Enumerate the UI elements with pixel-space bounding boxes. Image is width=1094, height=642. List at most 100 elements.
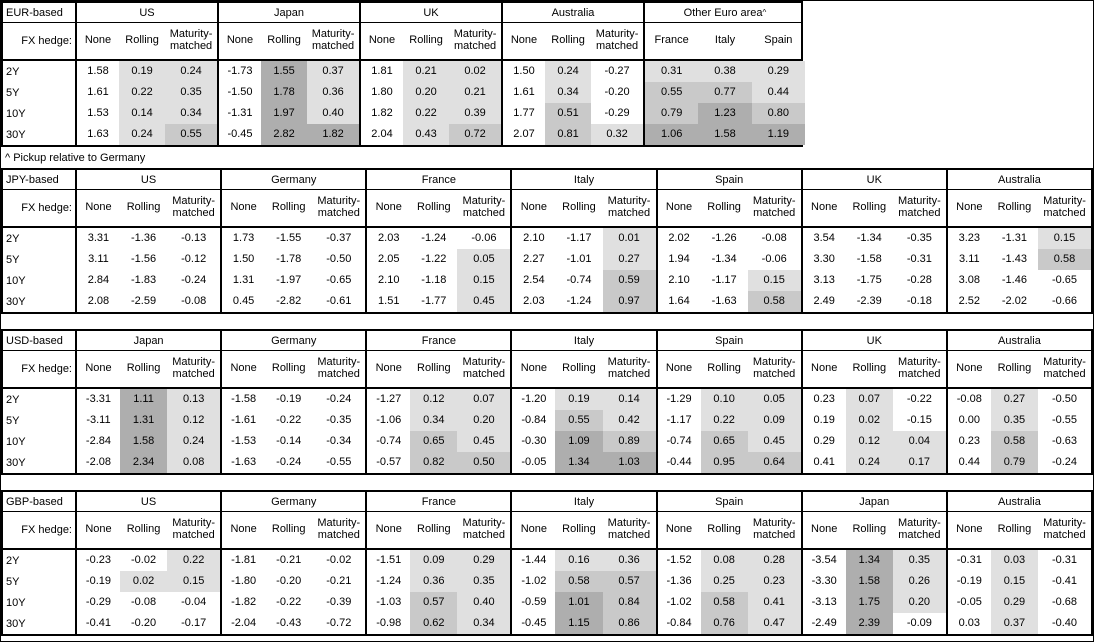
value-cell: -0.27 [604, 64, 630, 77]
country-group-header-australia: Australia [948, 170, 1091, 189]
value-cell: -1.24 [376, 574, 402, 587]
value-cell: 2.10 [523, 231, 545, 244]
value-group-germany: 1.73 -1.55 -0.37 [222, 228, 368, 249]
value-group-us: 1.53 0.14 0.34 [77, 103, 219, 124]
value-cell: 0.36 [602, 550, 656, 571]
hedge-col-headers-italy: None Rolling Maturity-matched [512, 351, 658, 387]
tenor-label: 30Y [3, 291, 77, 312]
country-group-name: France [421, 495, 456, 508]
value-cell: 0.64 [747, 452, 801, 473]
group-header-row: USD-based Japan Germany France Italy Spain UK A… [3, 331, 1091, 351]
tenor-label: 30Y [3, 613, 77, 634]
value-group-us: -0.41 -0.20 -0.17 [77, 613, 223, 634]
country-group-name: France [421, 334, 456, 347]
value-cell: 1.80 [371, 85, 393, 98]
country-group-header-australia: Australia [948, 492, 1091, 511]
value-cell: -1.52 [666, 553, 692, 566]
value-cell: -0.15 [906, 413, 932, 426]
value-cell: 1.50 [513, 64, 535, 77]
value-cell: 1.31 [232, 273, 255, 286]
value-cell: 0.97 [602, 291, 656, 312]
value-group-germany: -1.58 -0.19 -0.24 [222, 389, 368, 410]
table-base-label: USD-based [3, 331, 77, 350]
hedge-col-header-maturity-matched: Maturity-matched [897, 356, 941, 380]
hedge-col-header-rolling: Rolling [562, 201, 596, 214]
hedge-col-header-none: None [811, 362, 838, 375]
value-group-australia: 1.50 0.24 -0.27 [503, 61, 645, 82]
value-cell: 0.35 [457, 571, 511, 592]
hedge-col-headers-france: None Rolling Maturity-matched [367, 190, 513, 226]
value-cell: -0.18 [906, 294, 932, 307]
hedge-col-headers-france: None Rolling Maturity-matched [367, 512, 513, 548]
value-group-italy: -1.20 0.19 0.14 [512, 389, 658, 410]
value-group-japan: -0.45 2.82 1.82 [219, 124, 361, 145]
value-cell: 0.44 [751, 82, 805, 103]
value-group-uk: 0.19 0.02 -0.15 [803, 410, 948, 431]
value-cell: -0.31 [1051, 553, 1078, 566]
hedge-col-header-rolling: Rolling [852, 201, 887, 214]
country-group-name: Germany [271, 334, 317, 347]
value-cell: -0.24 [276, 455, 302, 468]
value-cell: -0.05 [956, 595, 982, 608]
tenor-row-10y: 10Y -2.84 1.58 0.24 -1.53 -0.14 -0.34 -0.74 0.65… [3, 431, 1091, 452]
value-cell: 1.09 [555, 431, 603, 452]
value-cell: 0.44 [958, 455, 981, 468]
other-tables-container: JPY-based US Germany France Italy Spain UK Aust… [1, 168, 1093, 636]
value-cell: 0.86 [602, 613, 656, 634]
value-cell: 0.35 [892, 550, 946, 571]
value-group-japan: -1.31 1.97 0.40 [219, 103, 361, 124]
value-group-australia: 0.03 0.37 -0.40 [948, 613, 1091, 634]
fx-hedge-header-row: FX hedge: None Rolling Maturity-matched None… [3, 351, 1091, 389]
value-group-australia: 1.61 0.34 -0.20 [503, 82, 645, 103]
fx-hedge-label: FX hedge: [3, 23, 77, 59]
value-group-japan: -1.73 1.55 0.37 [219, 61, 361, 82]
hedge-col-header-maturity-matched: Maturity-matched [317, 195, 361, 219]
country-group-header-italy: Italy [512, 492, 658, 511]
value-cell: -1.73 [227, 64, 253, 77]
hedge-col-headers-japan: None Rolling Maturity-matched [219, 23, 361, 59]
value-cell: -1.17 [566, 231, 592, 244]
value-cell: 1.53 [87, 106, 109, 119]
hedge-col-headers-uk: None Rolling Maturity-matched [361, 23, 503, 59]
tenor-label: 2Y [3, 389, 77, 410]
value-group-japan: -1.50 1.78 0.36 [219, 82, 361, 103]
hedge-col-header-none: None [811, 523, 838, 536]
hedge-col-header-maturity-matched: Maturity-matched [462, 517, 506, 541]
value-cell: 1.58 [119, 431, 168, 452]
country-group-header-other-euro-area: Other Euro area ^ [683, 6, 767, 19]
tenor-label: 10Y [3, 103, 77, 124]
value-cell: 2.27 [523, 252, 545, 265]
value-cell: -2.04 [231, 616, 257, 629]
value-cell: -0.74 [566, 273, 592, 286]
table-base-label: EUR-based [3, 3, 77, 22]
hedge-col-header-rolling: Rolling [707, 523, 741, 536]
value-cell: 0.12 [410, 389, 458, 410]
value-group-italy: 2.10 -1.17 0.01 [512, 228, 658, 249]
value-cell: 0.21 [403, 61, 450, 82]
hedge-col-header-none: None [368, 34, 396, 47]
value-cell: -0.37 [326, 231, 352, 244]
value-cell: 0.34 [165, 103, 217, 124]
value-cell: 0.24 [167, 431, 221, 452]
value-cell: -1.24 [566, 294, 592, 307]
value-cell: -0.65 [326, 273, 352, 286]
country-group-header-japan: Japan [803, 492, 948, 511]
value-cell: -0.30 [521, 434, 547, 447]
value-cell: 2.49 [813, 294, 835, 307]
value-cell: 0.35 [990, 410, 1039, 431]
value-cell: 0.35 [165, 82, 217, 103]
value-cell: 0.80 [751, 103, 805, 124]
hedge-col-header-none: None [375, 523, 402, 536]
value-cell: -0.45 [521, 616, 547, 629]
value-group-japan: -3.11 1.31 0.12 [77, 410, 223, 431]
value-group-germany: -1.53 -0.14 -0.34 [222, 431, 368, 452]
value-group-germany: -1.81 -0.21 -0.02 [222, 550, 368, 571]
hedge-col-header-rolling: Rolling [126, 362, 161, 375]
value-cell: -1.29 [666, 392, 692, 405]
value-cell: -1.31 [1001, 231, 1027, 244]
value-cell: -0.08 [956, 392, 982, 405]
value-cell: 0.22 [403, 103, 450, 124]
fx-hedge-header-row: FX hedge: None Rolling Maturity-matched None… [3, 190, 1091, 228]
value-cell: 0.50 [457, 452, 511, 473]
value-cell: 0.22 [700, 410, 748, 431]
